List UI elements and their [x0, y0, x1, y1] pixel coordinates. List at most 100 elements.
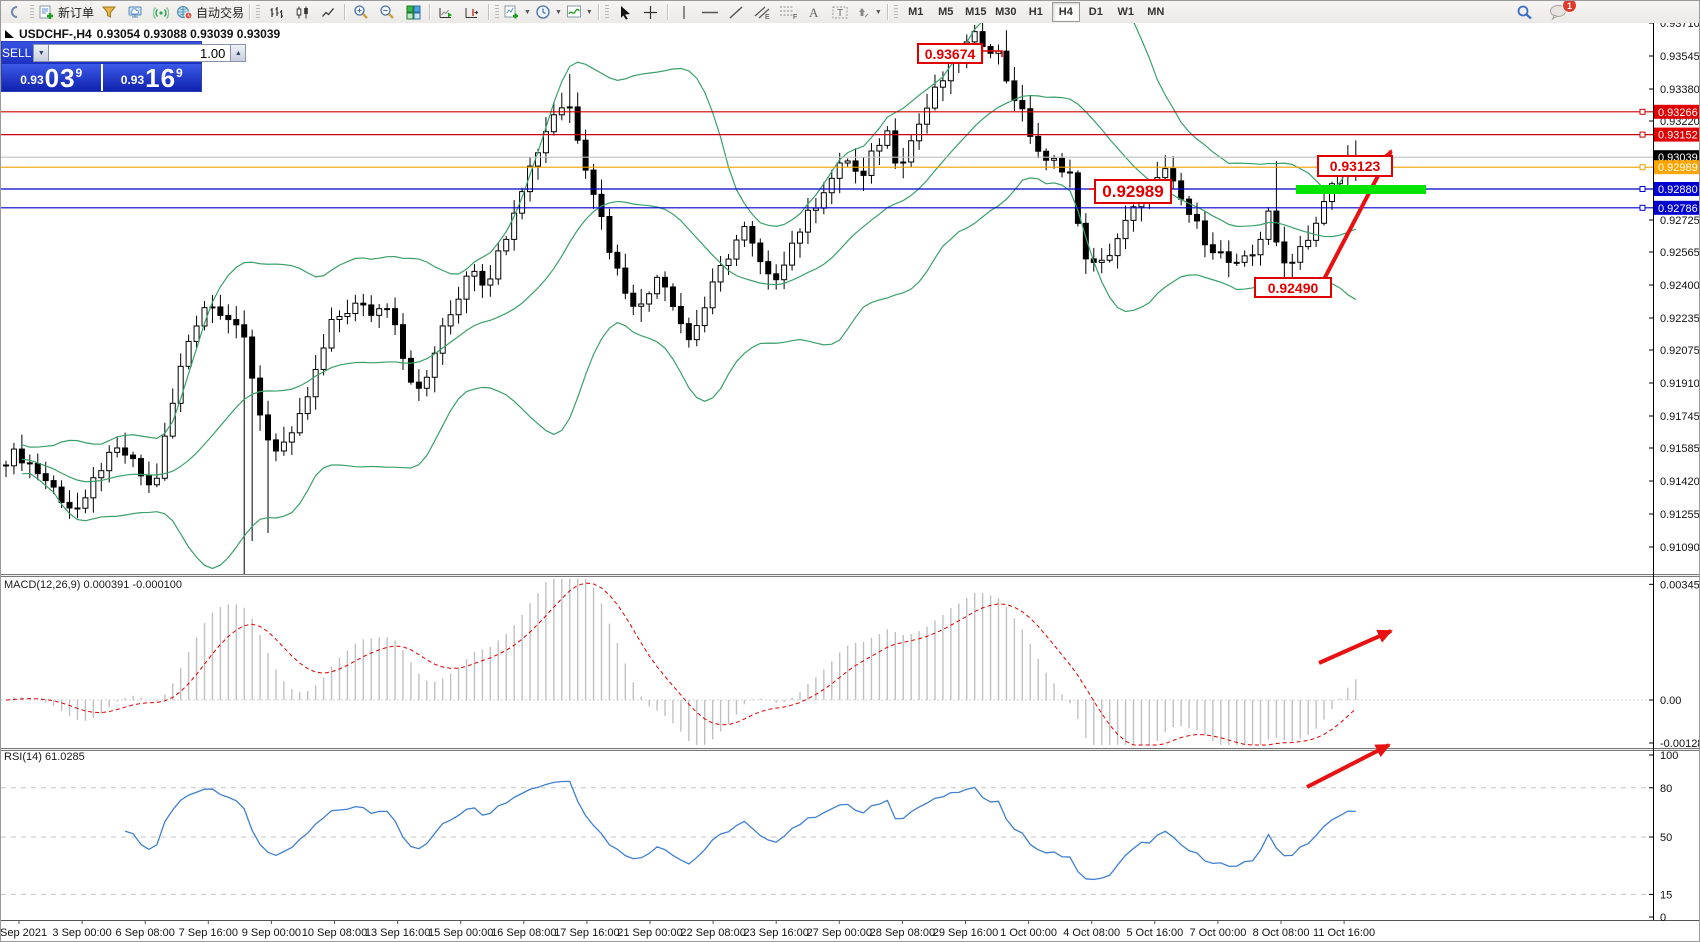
zoom-out-button[interactable] [374, 2, 400, 22]
svg-text:0.93380: 0.93380 [1660, 84, 1700, 96]
buy-button[interactable]: BUY [248, 46, 274, 60]
trendline-tool-button[interactable] [723, 2, 749, 22]
volume-input[interactable] [49, 44, 231, 62]
green-support-bar[interactable] [1296, 185, 1426, 194]
cursor-tool-button[interactable] [612, 2, 638, 22]
svg-text:0.91255: 0.91255 [1660, 509, 1700, 521]
toolbar-separator [488, 4, 490, 20]
buy-price-big: 16 [145, 63, 177, 93]
funnel-icon [101, 4, 117, 20]
svg-text:0.92880: 0.92880 [1658, 184, 1698, 196]
timeframe-W1-button[interactable]: W1 [1117, 6, 1135, 18]
svg-text:80: 80 [1660, 783, 1672, 795]
svg-text:21 Sep 00:00: 21 Sep 00:00 [617, 927, 682, 939]
svg-text:0.93710: 0.93710 [1660, 23, 1700, 30]
horizontal-line-tool-button[interactable] [697, 2, 723, 22]
toolbar-separator [886, 4, 888, 20]
timeframe-M30-button[interactable]: M30 [995, 6, 1017, 18]
timeframe-M5-button[interactable]: M5 [938, 6, 954, 18]
sell-price-display[interactable]: 0.93 03 9 [2, 64, 101, 91]
sell-price-big: 03 [44, 63, 76, 93]
one-click-trading-panel: SELL ▼ ▲ BUY 0.93 03 9 0.93 [2, 42, 273, 93]
vertical-line-tool-button[interactable] [671, 2, 697, 22]
line-chart-mode-button[interactable] [315, 2, 341, 22]
timeframe-M1-button[interactable]: M1 [908, 6, 924, 18]
search-button[interactable] [1511, 2, 1537, 22]
timeframe-H1-button[interactable]: H1 [1028, 6, 1043, 18]
new-order-button[interactable]: 新订单 [37, 2, 96, 22]
fibonacci-icon: F [778, 4, 798, 21]
crosshair-tool-button[interactable] [638, 2, 664, 22]
crosshair-icon [643, 5, 658, 20]
toolbar-right-group: 1 [1511, 1, 1577, 23]
chart-canvas[interactable]: 0.93710 0.93545 0.93380 0.93220 0.92725 0.925… [1, 23, 1700, 942]
target-label[interactable]: 0.93123 [1317, 155, 1393, 177]
svg-text:22 Sep 08:00: 22 Sep 08:00 [680, 927, 745, 939]
toolbar-separator [666, 4, 668, 20]
market-watch-button[interactable] [122, 2, 148, 22]
sell-price-prefix: 0.93 [20, 73, 44, 87]
pivot-label[interactable]: 0.92989 [1094, 179, 1172, 204]
terminal-cloud-icon [127, 4, 143, 20]
text-tool-button[interactable]: A [801, 2, 827, 22]
chart-shift-button[interactable] [459, 2, 485, 22]
candlestick-mode-button[interactable] [289, 2, 315, 22]
svg-text:0.91420: 0.91420 [1660, 476, 1700, 488]
svg-text:3 Sep 00:00: 3 Sep 00:00 [52, 927, 111, 939]
timeframe-MN-button[interactable]: MN [1147, 6, 1165, 18]
buy-price-display[interactable]: 0.93 16 9 [102, 63, 201, 93]
buy-price-prefix: 0.93 [120, 73, 145, 87]
clipped-toolbar-icon[interactable] [1, 2, 27, 22]
volume-decrease-button[interactable]: ▼ [33, 44, 50, 62]
svg-text:11 Oct 16:00: 11 Oct 16:00 [1313, 927, 1375, 939]
svg-text:0.93545: 0.93545 [1660, 51, 1700, 63]
volume-increase-button[interactable]: ▲ [230, 44, 247, 62]
zoom-in-icon [353, 4, 369, 20]
toolbar-separator [344, 4, 346, 20]
toolbar-grip [495, 5, 500, 19]
svg-text:0.92235: 0.92235 [1660, 313, 1700, 325]
svg-text:28 Sep 08:00: 28 Sep 08:00 [870, 927, 935, 939]
bar-chart-mode-button[interactable] [263, 2, 289, 22]
fibonacci-tool-button[interactable]: F [775, 2, 801, 22]
macd-indicator: 0.003453 0.00 -0.001283 [5, 579, 1700, 750]
svg-text:0.92400: 0.92400 [1660, 280, 1700, 292]
arrows-tool-button[interactable]: ▼ [853, 2, 884, 22]
svg-text:8 Oct 08:00: 8 Oct 08:00 [1253, 927, 1310, 939]
horizontal-line-icon [701, 5, 719, 20]
svg-text:0.93152: 0.93152 [1658, 130, 1698, 142]
svg-text:0.003453: 0.003453 [1660, 579, 1700, 591]
indicators-button[interactable]: ▼ [564, 2, 595, 22]
label-tool-button[interactable]: T [827, 2, 853, 22]
auto-scroll-button[interactable] [433, 2, 459, 22]
signal-waves-icon [152, 4, 170, 20]
zoom-in-button[interactable] [348, 2, 374, 22]
autotrading-button[interactable]: 自动交易 [174, 2, 246, 22]
period-button[interactable]: ▼ [533, 2, 564, 22]
channel-tool-button[interactable]: E [749, 2, 775, 22]
auto-scroll-icon [438, 5, 454, 20]
svg-text:F: F [793, 14, 797, 20]
funnel-button[interactable] [96, 2, 122, 22]
support-label[interactable]: 0.92490 [1254, 277, 1332, 298]
dropdown-caret-icon: ▼ [524, 8, 531, 16]
new-chart-button[interactable]: ▼ [502, 2, 533, 22]
ohlc-bars-icon [269, 5, 284, 20]
svg-text:2 Sep 2021: 2 Sep 2021 [1, 927, 47, 939]
svg-text:9 Sep 00:00: 9 Sep 00:00 [242, 927, 301, 939]
peak-label[interactable]: 0.93674 [917, 43, 983, 64]
tile-windows-button[interactable] [400, 2, 426, 22]
signals-button[interactable] [148, 2, 174, 22]
timeframe-H4-button[interactable]: H4 [1051, 2, 1080, 22]
svg-text:0.00: 0.00 [1660, 695, 1681, 707]
chart-area[interactable]: 0.93710 0.93545 0.93380 0.93220 0.92725 0.925… [1, 23, 1700, 942]
svg-text:E: E [765, 14, 770, 20]
timeframe-M15-button[interactable]: M15 [965, 6, 987, 18]
text-a-glyph: A [809, 5, 819, 20]
timeframe-D1-button[interactable]: D1 [1088, 6, 1103, 18]
svg-text:13 Sep 16:00: 13 Sep 16:00 [365, 927, 430, 939]
svg-text:10 Sep 08:00: 10 Sep 08:00 [302, 927, 367, 939]
notifications-button[interactable]: 1 [1545, 1, 1577, 22]
sell-button[interactable]: SELL [2, 46, 32, 60]
